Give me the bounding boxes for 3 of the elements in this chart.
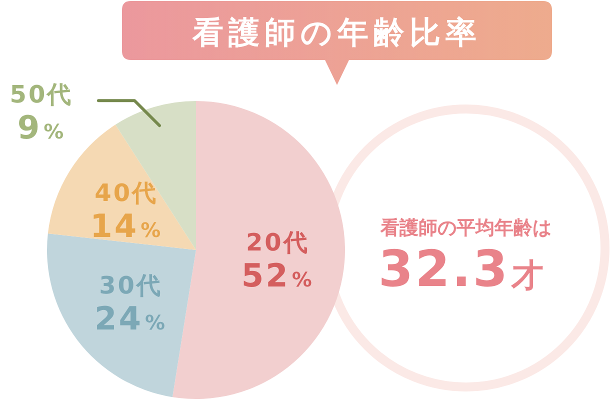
annotation: 32.3才: [378, 240, 546, 298]
annotation: 看護師の平均年齢は: [380, 217, 552, 239]
title: 看護師の年齢比率: [192, 15, 482, 51]
